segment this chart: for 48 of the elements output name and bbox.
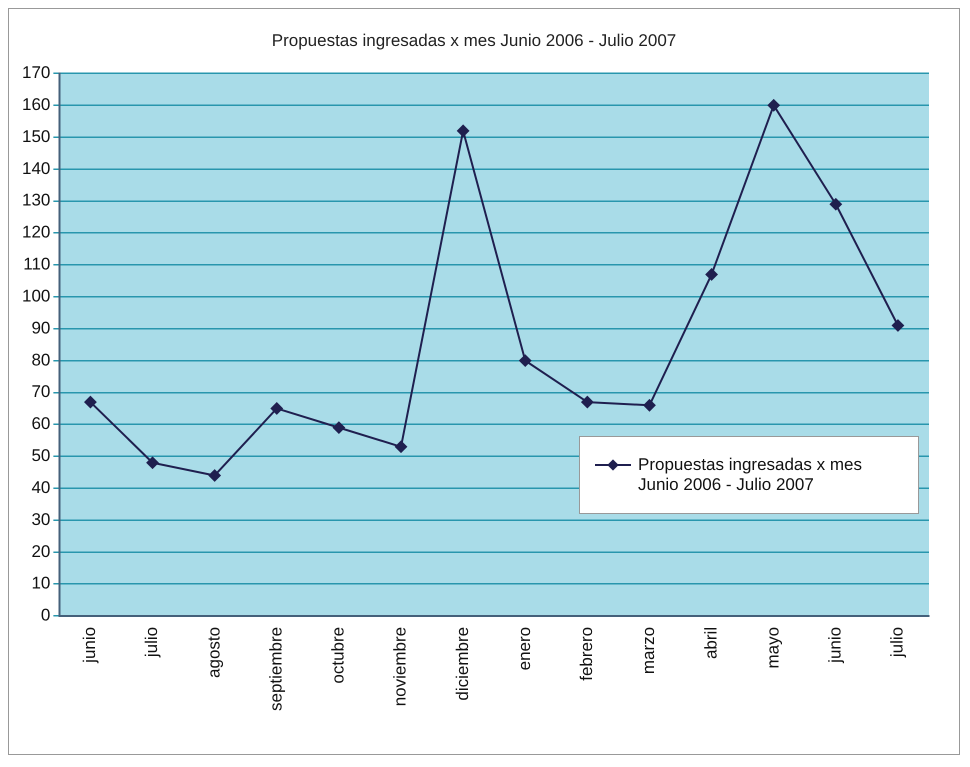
y-tick-label: 30 xyxy=(31,510,50,529)
x-tick-label: junio xyxy=(826,626,845,664)
y-tick-label: 150 xyxy=(22,126,50,146)
x-tick-label: julio xyxy=(888,626,907,658)
point xyxy=(332,422,345,434)
point xyxy=(395,440,408,453)
point xyxy=(457,124,470,137)
y-tick-label: 50 xyxy=(31,446,50,466)
point xyxy=(892,320,904,332)
x-tick-label: mayo xyxy=(763,626,782,668)
point xyxy=(84,396,96,408)
x-tick-label: febrero xyxy=(577,626,596,681)
y-tick-label: 160 xyxy=(22,95,50,114)
point xyxy=(519,354,532,367)
y-tick-label: 110 xyxy=(23,254,50,274)
x-tick-label: marzo xyxy=(639,626,658,674)
point xyxy=(768,99,780,112)
y-tick-label: 120 xyxy=(22,222,50,242)
x-tick-label: enero xyxy=(514,626,534,670)
y-tick-label: 90 xyxy=(31,318,50,338)
x-tick-label: julio xyxy=(142,626,162,658)
y-tick-label: 0 xyxy=(40,606,50,625)
point xyxy=(706,268,718,280)
y-tick-label: 40 xyxy=(31,478,50,497)
y-tick-label: 10 xyxy=(31,574,50,593)
y-tick-label: 170 xyxy=(22,63,50,82)
point xyxy=(643,399,656,412)
point xyxy=(208,469,221,482)
y-tick-label: 70 xyxy=(31,382,50,402)
x-tick-label: octubre xyxy=(328,626,348,684)
point xyxy=(146,456,159,469)
y-tick-label: 100 xyxy=(22,286,50,306)
y-tick-label: 60 xyxy=(31,414,50,434)
x-tick-label: noviembre xyxy=(390,626,410,706)
x-tick-label: septiembre xyxy=(266,626,286,712)
x-tick-label: diciembre xyxy=(452,626,472,701)
point xyxy=(830,198,842,210)
y-tick-label: 140 xyxy=(22,158,50,178)
x-tick-label: agosto xyxy=(204,626,224,678)
y-tick-label: 20 xyxy=(31,542,50,561)
point xyxy=(581,396,594,408)
point xyxy=(270,402,283,414)
y-tick-label: 130 xyxy=(22,190,50,210)
legend-label: Propuestas ingresadas x mes Junio 2006 - Julio 2007 xyxy=(638,455,863,495)
y-tick-label: 80 xyxy=(31,350,50,370)
chart-title: Propuestas ingresadas x mes Junio 2006 - Julio 2007 xyxy=(272,30,676,50)
x-tick-label: abril xyxy=(701,626,720,660)
x-tick-label: junio xyxy=(80,626,100,664)
